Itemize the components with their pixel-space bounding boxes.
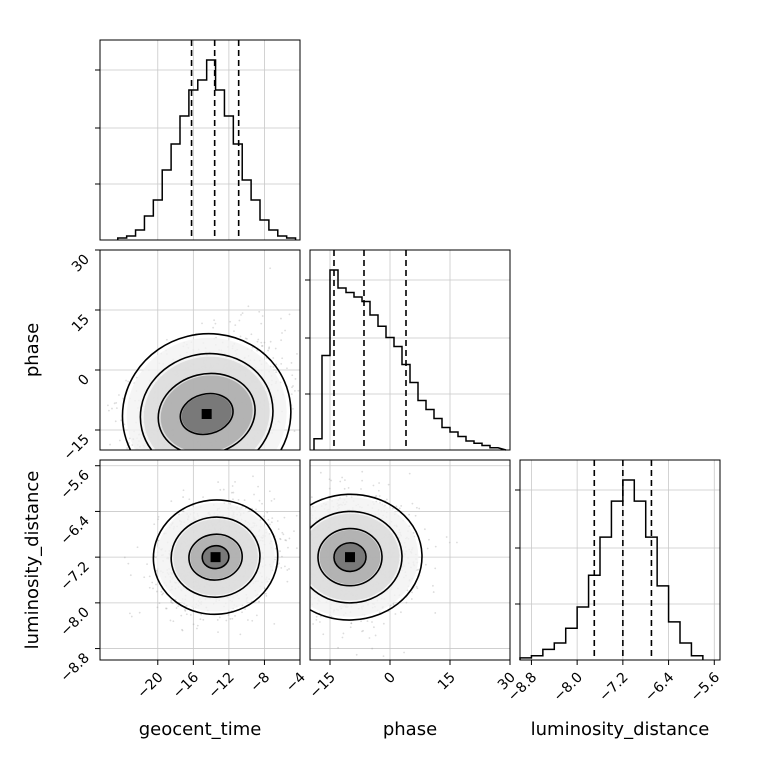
x-tick-label-geocent_time: −8: [247, 670, 273, 696]
x-tick-label-phase: 0: [381, 670, 399, 688]
histogram-luminosity_distance: [519, 479, 704, 660]
panel-hist-luminosity_distance: [519, 459, 721, 661]
density-peak: [201, 409, 212, 419]
panel-hist-phase: [309, 249, 511, 451]
y-tick-label-luminosity_distance: −6.4: [57, 513, 92, 548]
scatter-geocent_time__luminosity_distance: [123, 475, 298, 636]
contour-line: [157, 372, 256, 450]
panel-hist-geocent_time: [99, 39, 301, 241]
contour-line: [152, 499, 279, 616]
y-tick-label-luminosity_distance: −7.2: [57, 559, 92, 594]
x-tick-label-phase: 15: [435, 670, 459, 694]
y-axis-label-luminosity_distance: luminosity_distance: [22, 471, 43, 650]
x-axis-label-geocent_time: geocent_time: [139, 719, 262, 740]
x-axis-label-phase: phase: [383, 719, 437, 740]
y-tick-label-phase: −15: [61, 432, 93, 464]
panel-2d-geocent_time__luminosity_distance: [99, 459, 301, 661]
y-tick-label-phase: 0: [75, 372, 93, 390]
scatter-geocent_time__phase: [107, 267, 300, 450]
contour-line: [139, 352, 274, 450]
scatter-phase__luminosity_distance: [310, 470, 458, 658]
contour-line: [179, 392, 234, 436]
panel-2d-geocent_time__phase: [99, 249, 301, 451]
y-tick-label-luminosity_distance: −5.6: [57, 467, 92, 502]
histogram-phase: [313, 269, 507, 451]
contour-line: [170, 516, 261, 598]
contour-line: [310, 493, 423, 621]
x-tick-label-geocent_time: −12: [206, 670, 238, 702]
contour-line: [121, 332, 292, 450]
x-tick-label-luminosity_distance: −8.0: [551, 670, 586, 705]
x-tick-label-luminosity_distance: −5.6: [688, 669, 723, 704]
y-tick-label-phase: 30: [69, 252, 93, 276]
contour-line: [201, 544, 230, 570]
x-tick-label-geocent_time: −16: [170, 669, 202, 701]
x-tick-label-geocent_time: −20: [134, 670, 166, 702]
y-tick-label-luminosity_distance: −8.8: [57, 650, 92, 685]
y-tick-label-phase: 15: [69, 312, 93, 336]
x-tick-label-luminosity_distance: −7.2: [596, 670, 631, 705]
y-axis-label-phase: phase: [22, 323, 43, 377]
histogram-geocent_time: [117, 59, 297, 240]
x-tick-label-phase: −15: [307, 670, 339, 702]
panel-2d-phase__luminosity_distance: [309, 459, 511, 661]
contour-line: [333, 542, 367, 573]
contour-line: [188, 533, 243, 581]
y-tick-label-luminosity_distance: −8.0: [57, 604, 92, 639]
contour-line: [317, 527, 383, 587]
density-peak: [345, 552, 355, 563]
x-tick-label-geocent_time: −4: [283, 669, 309, 695]
x-axis-label-luminosity_distance: luminosity_distance: [531, 719, 710, 740]
density-peak: [210, 552, 221, 563]
x-tick-label-luminosity_distance: −6.4: [642, 669, 677, 704]
contour-line: [310, 510, 403, 604]
